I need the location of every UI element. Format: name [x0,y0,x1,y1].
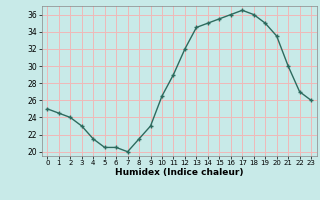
X-axis label: Humidex (Indice chaleur): Humidex (Indice chaleur) [115,168,244,177]
